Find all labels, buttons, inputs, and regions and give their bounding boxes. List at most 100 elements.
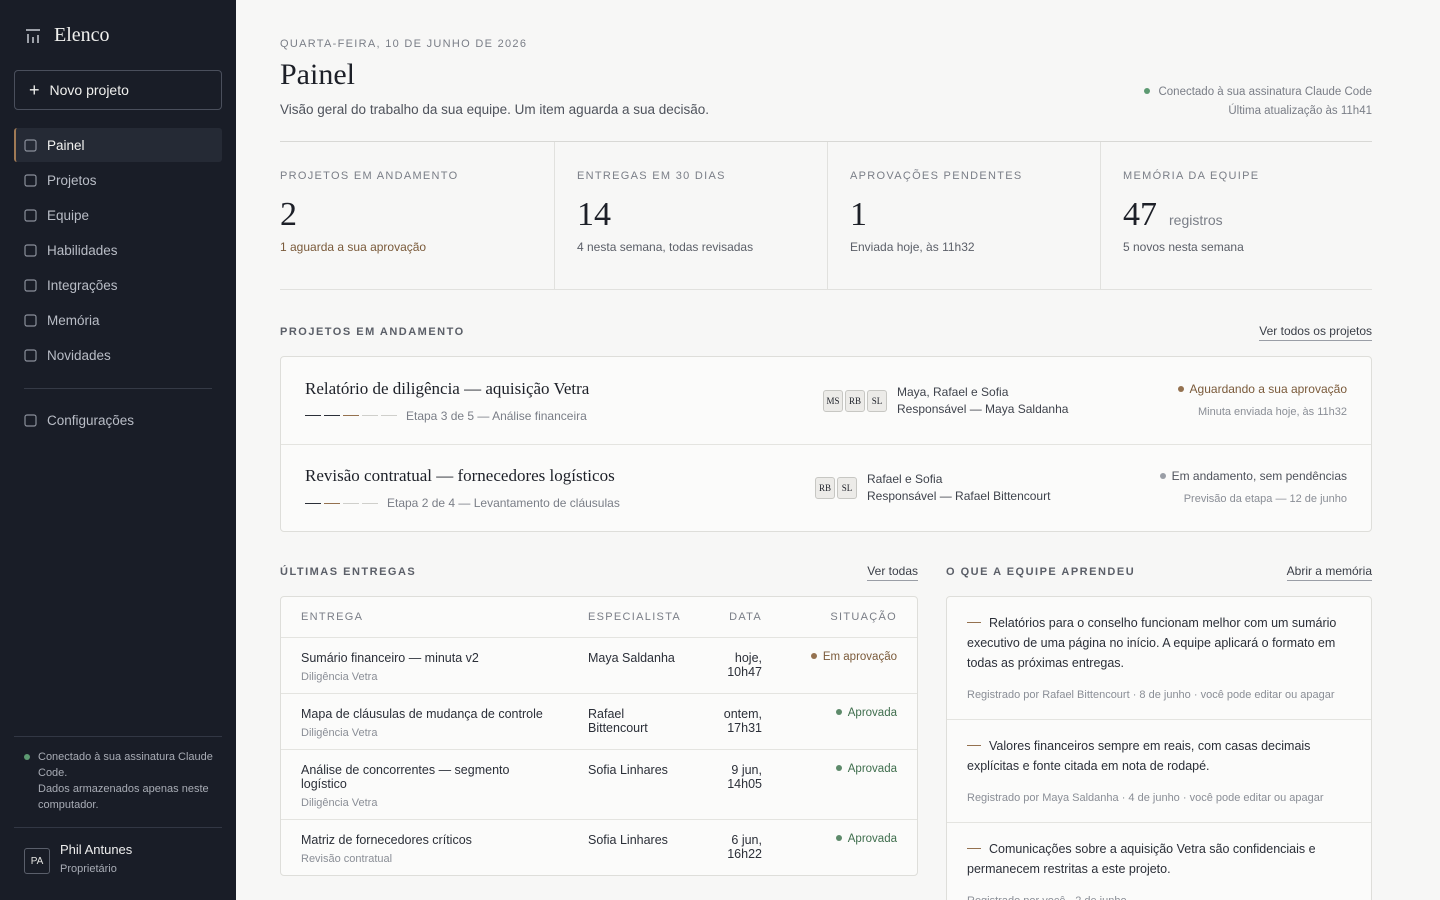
nav-item[interactable]: Equipe [14,198,222,232]
progress: Etapa 2 de 4 — Levantamento de cláusulas [305,496,815,510]
dash [967,848,981,849]
nav-label: Novidades [47,347,111,363]
step-segment [324,415,340,416]
learning[interactable]: Comunicações sobre a aquisição Vetra são… [947,823,1371,900]
avatar: MS [823,389,843,412]
link[interactable]: Ver todos os projetos [1259,324,1372,341]
date: hoje, 10h47 [701,637,782,694]
nav-item[interactable]: Habilidades [14,233,222,267]
status-label: Aguardando a sua aprovação [1189,381,1347,396]
stat-note: 5 novos nesta semana [1123,240,1244,254]
delivery-row[interactable]: Matriz de fornecedores críticos Revisão c… [281,819,917,875]
status: Aprovada [847,706,897,719]
delivery-name: Sumário financeiro — minuta v2 [301,650,479,665]
cell: Em aprovação [782,637,917,694]
date: 9 jun, 14h05 [701,749,782,820]
connection-info: Conectado à sua assinatura Claude Code Úl… [1144,83,1372,121]
nav-icon [24,173,37,187]
delivery-row[interactable]: Análise de concorrentes — segmento logís… [281,749,917,820]
learning-text: Comunicações sobre a aquisição Vetra são… [967,842,1316,876]
nav-label: Memória [47,312,100,328]
nav-item[interactable]: Memória [14,303,222,337]
column-header: SITUAÇÃO [782,597,917,638]
user-role: Proprietário [60,863,117,875]
cell: Mapa de cláusulas de mudança de controle… [281,693,568,750]
step-segment [324,502,340,504]
connection-status: Conectado à sua assinatura Claude Code. D… [14,736,222,813]
page-title: Painel [280,58,355,91]
step-segment [362,415,378,416]
link[interactable]: Ver todas [867,564,918,581]
team: Maya, Rafael e Sofia Responsável — Maya S… [897,384,1137,418]
connection: Conectado à sua assinatura Claude Code [1158,86,1372,98]
status: Em andamento, sem pendências [1137,465,1347,488]
nav-item[interactable]: Configurações [14,403,222,437]
status-note: Previsão da etapa — 12 de junho [1183,493,1347,505]
learning-text-row: Valores financeiros sempre em reais, com… [967,736,1351,776]
stat-label: PROJETOS EM ANDAMENTO [280,170,459,182]
avatars: MS RB SL [823,389,887,412]
stat-note: Enviada hoje, às 11h32 [850,240,975,254]
specialist: Rafael Bittencourt [568,693,702,750]
learning-meta: Registrado por Rafael Bittencourt · 8 de… [967,689,1335,701]
stat-value-row: 14 [577,196,827,236]
stat-value: 14 [577,196,611,233]
step-segment [343,415,359,416]
divider [24,388,212,389]
projects-card: Relatório de diligência — aquisição Vetr… [280,356,1372,532]
link[interactable]: Abrir a memória [1286,564,1372,581]
nav-item[interactable]: Integrações [14,268,222,302]
learning[interactable]: Valores financeiros sempre em reais, com… [947,720,1371,823]
status-text: Conectado à sua assinatura Claude Code. [38,751,213,779]
sidebar: Elenco + Novo projeto Painel Projetos Equip… [0,0,236,900]
stage: Etapa 2 de 4 — Levantamento de cláusulas [387,496,620,510]
delivery-project: Diligência Vetra [301,726,378,739]
nav-item[interactable]: Projetos [14,163,222,197]
project-main: Revisão contratual — fornecedores logíst… [305,466,815,510]
stat: ENTREGAS EM 30 DIAS 14 4 nesta semana, tod… [554,142,827,289]
nav-icon [24,243,37,257]
step-segment [305,415,321,416]
project-row[interactable]: Relatório de diligência — aquisição Vetr… [281,357,1371,444]
nav-item[interactable]: Painel [14,128,222,162]
section-title: O QUE A EQUIPE APRENDEU [946,566,1136,578]
step-segment [362,502,378,504]
cell: Aprovada [782,819,917,875]
avatars: RB SL [815,477,857,499]
nav-item[interactable]: Novidades [14,338,222,372]
new-project-button[interactable]: + Novo projeto [14,70,222,110]
nav-icon [24,138,37,152]
learning-text-row: Relatórios para o conselho funcionam mel… [967,613,1351,673]
team-names: Maya, Rafael e Sofia [897,384,1009,399]
project-row[interactable]: Revisão contratual — fornecedores logíst… [281,444,1371,531]
step-segment [381,415,397,416]
updated: Última atualização às 11h41 [1228,105,1372,117]
brand-name: Elenco [54,24,110,46]
learning-text-row: Comunicações sobre a aquisição Vetra são… [967,839,1351,879]
stage: Etapa 3 de 5 — Análise financeira [406,408,587,423]
project-name: Revisão contratual — fornecedores logíst… [305,466,615,485]
delivery-row[interactable]: Mapa de cláusulas de mudança de controle… [281,693,917,750]
column-header: ENTREGA [281,597,568,638]
status-dot [1159,473,1166,479]
team: Rafael e Sofia Responsável — Rafael Bitte… [867,471,1137,505]
status-dot [835,834,842,841]
cell: Aprovada [782,693,917,750]
learning[interactable]: Relatórios para o conselho funcionam mel… [947,597,1371,720]
learning-meta: Registrado por Maya Saldanha · 4 de junh… [967,792,1324,804]
brand-icon [26,28,40,43]
nav-label: Projetos [47,172,97,188]
avatar: PA [24,848,50,874]
delivery-project: Revisão contratual [301,852,393,865]
user[interactable]: PA Phil Antunes Proprietário [14,827,222,875]
main: QUARTA-FEIRA, 10 DE JUNHO DE 2026 Painel… [236,0,1440,900]
brand[interactable]: Elenco [24,24,110,47]
cell: Análise de concorrentes — segmento logís… [281,749,568,820]
delivery-row[interactable]: Sumário financeiro — minuta v2 Diligência… [281,637,917,694]
stat: APROVAÇÕES PENDENTES 1 Enviada hoje, às 11… [827,142,1100,289]
step-segment [343,502,359,504]
stat: PROJETOS EM ANDAMENTO 2 1 aguarda a sua ap… [280,142,554,289]
stat-note: 1 aguarda a sua aprovação [280,240,427,254]
step-segment [305,502,321,504]
